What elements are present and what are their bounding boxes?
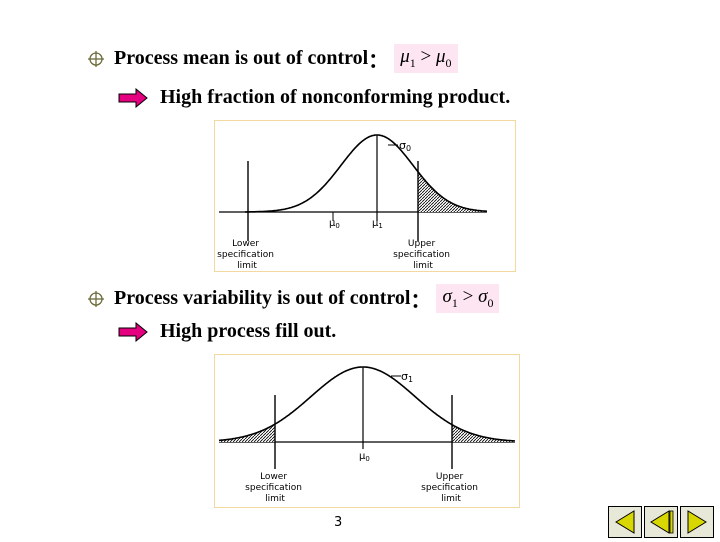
mu0-label: μ0 <box>329 218 340 230</box>
upper-spec-label: Upper specification limit <box>421 472 481 504</box>
upper-spec-label: Upper specification limit <box>393 239 453 271</box>
crosshair-bullet-icon <box>88 290 104 307</box>
sigma0-label: σ0 <box>399 139 411 153</box>
upper-nonconforming-tail <box>452 424 515 442</box>
variability-diagram: σ1 μ0 Lower specification limit Upper sp… <box>218 366 516 504</box>
page-number: 3 <box>334 515 343 530</box>
section2-heading-row: Process variability is out of control ： … <box>88 284 500 313</box>
next-slide-icon <box>687 510 707 534</box>
previous-slide-icon <box>650 510 674 534</box>
lower-spec-label: Lower specification limit <box>217 239 277 271</box>
arrow-right-icon <box>118 87 148 108</box>
lower-spec-label: Lower specification limit <box>245 472 305 504</box>
mean-shift-formula: μ1 > μ0 <box>394 44 458 73</box>
section1-subpoint: High fraction of nonconforming product. <box>160 86 511 108</box>
section2-colon: ： <box>410 290 431 312</box>
next-slide-button[interactable] <box>680 506 714 538</box>
previous-slide-button[interactable] <box>644 506 678 538</box>
sigma1-label: σ1 <box>401 370 413 384</box>
section1-heading-row: Process mean is out of control ： μ1 > μ0 <box>88 44 458 73</box>
variability-figure: σ1 μ0 Lower specification limit Upper sp… <box>214 354 520 508</box>
lower-nonconforming-tail <box>219 424 275 442</box>
nonconforming-tail <box>418 171 487 212</box>
mu0-label: μ0 <box>359 451 370 463</box>
arrow-right-icon <box>118 321 148 342</box>
section1-subpoint-row: High fraction of nonconforming product. <box>118 86 510 109</box>
section2-subpoint-row: High process fill out. <box>118 320 336 343</box>
section1-colon: ： <box>368 50 389 72</box>
section1-heading: Process mean is out of control <box>114 47 369 69</box>
mean-shift-figure: σ0 μ0 μ1 Lower specification limit Upper… <box>214 120 516 272</box>
normal-curve <box>218 366 516 442</box>
first-slide-button[interactable] <box>608 506 642 538</box>
first-slide-icon <box>615 510 635 534</box>
variability-shift-formula: σ1 > σ0 <box>436 284 500 313</box>
section2-heading: Process variability is out of control <box>114 287 411 309</box>
mu1-label: μ1 <box>372 218 383 230</box>
normal-curve <box>245 134 488 213</box>
crosshair-bullet-icon <box>88 50 104 67</box>
section2-subpoint: High process fill out. <box>160 320 337 342</box>
mean-shift-diagram: σ0 μ0 μ1 Lower specification limit Upper… <box>217 134 488 271</box>
